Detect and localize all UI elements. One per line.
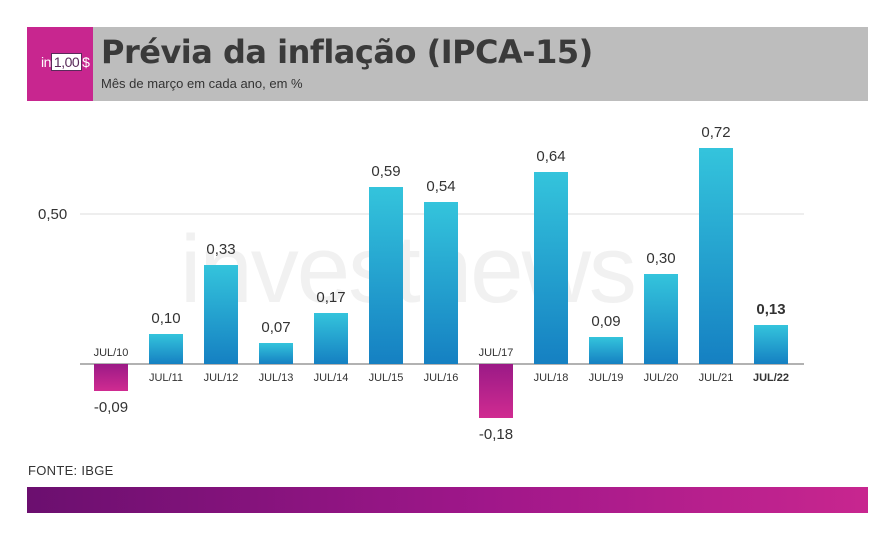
chart-header: in 1,00 $ Prévia da inflação (IPCA-15) Mês…	[27, 27, 868, 101]
value-label: 0,59	[371, 163, 400, 180]
value-label: 0,33	[206, 241, 235, 258]
category-label: JUL/21	[699, 372, 734, 384]
category-label: JUL/15	[369, 372, 404, 384]
brand-logo-text: in 1,00 $	[41, 53, 90, 71]
bar-jul-21	[699, 148, 733, 364]
category-label: JUL/14	[314, 372, 349, 384]
category-label: JUL/19	[589, 372, 624, 384]
category-label: JUL/13	[259, 372, 294, 384]
bar-jul-12	[204, 265, 238, 364]
bar-jul-20	[644, 274, 678, 364]
category-label: JUL/16	[424, 372, 459, 384]
category-label: JUL/12	[204, 372, 239, 384]
bar-chart: 0,50 -0,09 JUL/10 0,10 JUL/11 0,33 JUL/12 0,07…	[38, 124, 804, 443]
value-label: 0,10	[151, 310, 180, 327]
value-label: 0,13	[756, 301, 785, 318]
chart-subtitle: Mês de março em cada ano, em %	[101, 76, 303, 91]
value-label: 0,07	[261, 319, 290, 336]
bar-jul-18	[534, 172, 568, 364]
bar-jul-15	[369, 187, 403, 364]
bar-jul-11	[149, 334, 183, 364]
value-label: 0,17	[316, 289, 345, 306]
value-label: 0,72	[701, 124, 730, 141]
category-label: JUL/17	[479, 347, 514, 359]
bar-jul-16	[424, 202, 458, 364]
bar-jul-10	[94, 364, 128, 391]
labels-layer: -0,09 JUL/10 0,10 JUL/11 0,33 JUL/12 0,07 JUL/1…	[94, 124, 789, 443]
brand-logo: in 1,00 $	[27, 27, 93, 101]
category-label: JUL/20	[644, 372, 679, 384]
value-label: -0,09	[94, 399, 128, 416]
value-label: 0,54	[426, 178, 455, 195]
category-label: JUL/18	[534, 372, 569, 384]
value-label: 0,64	[536, 148, 565, 165]
bar-jul-22	[754, 325, 788, 364]
category-label: JUL/22	[753, 372, 789, 384]
value-label: 0,30	[646, 250, 675, 267]
value-label: 0,09	[591, 313, 620, 330]
bar-jul-13	[259, 343, 293, 364]
value-label: -0,18	[479, 426, 513, 443]
category-label: JUL/10	[94, 347, 129, 359]
bars-layer	[94, 148, 788, 418]
y-tick-label: 0,50	[38, 206, 67, 223]
footer-bar	[27, 487, 868, 513]
bar-jul-19	[589, 337, 623, 364]
source-note: FONTE: IBGE	[28, 463, 114, 478]
chart-title: Prévia da inflação (IPCA-15)	[101, 33, 593, 71]
bar-jul-14	[314, 313, 348, 364]
bar-jul-17	[479, 364, 513, 418]
category-label: JUL/11	[149, 372, 183, 384]
